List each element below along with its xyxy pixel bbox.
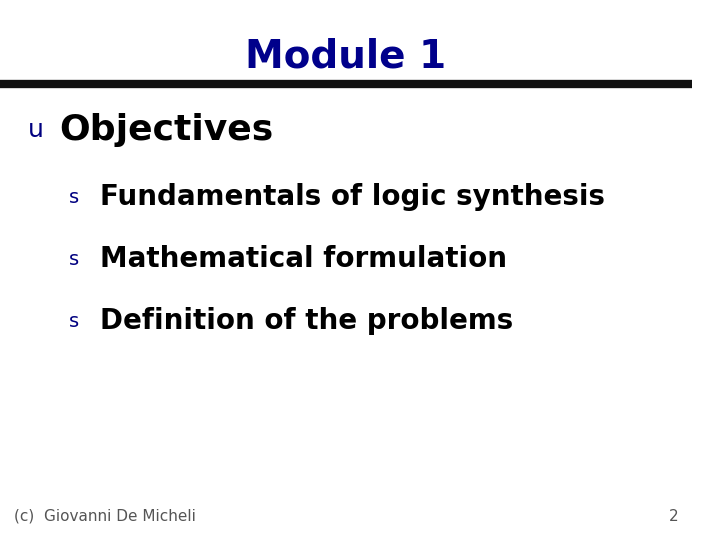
Text: Objectives: Objectives: [59, 113, 273, 146]
Text: Module 1: Module 1: [246, 38, 446, 76]
Text: (c)  Giovanni De Micheli: (c) Giovanni De Micheli: [14, 509, 196, 524]
Text: s: s: [69, 312, 79, 331]
Text: Fundamentals of logic synthesis: Fundamentals of logic synthesis: [100, 183, 606, 211]
Text: Mathematical formulation: Mathematical formulation: [100, 245, 508, 273]
Text: u: u: [27, 118, 43, 141]
Text: s: s: [69, 187, 79, 207]
Text: s: s: [69, 249, 79, 269]
Text: Definition of the problems: Definition of the problems: [100, 307, 513, 335]
Text: 2: 2: [669, 509, 678, 524]
